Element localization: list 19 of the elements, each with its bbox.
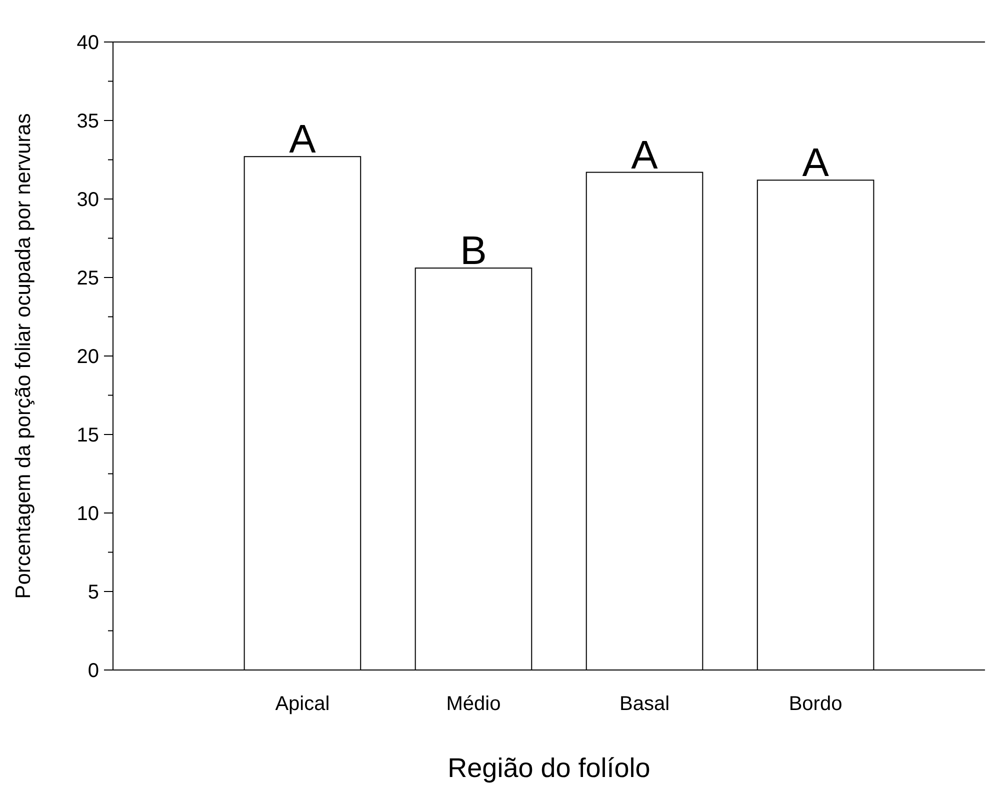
y-tick-label: 40 bbox=[76, 32, 99, 54]
y-tick-label: 20 bbox=[76, 346, 99, 368]
y-tick-label: 0 bbox=[88, 660, 99, 682]
y-tick-label: 10 bbox=[76, 503, 99, 525]
y-tick-label: 35 bbox=[76, 110, 99, 132]
y-tick-label: 30 bbox=[76, 189, 99, 211]
x-axis-title: Região do folíolo bbox=[448, 753, 650, 783]
x-tick-label: Bordo bbox=[788, 693, 842, 715]
annotation: A bbox=[289, 118, 316, 162]
x-tick-label: Basal bbox=[620, 693, 670, 715]
annotation: A bbox=[631, 133, 658, 178]
annotation: B bbox=[460, 229, 487, 274]
y-tick-label: 25 bbox=[76, 268, 99, 290]
x-tick-label: Apical bbox=[275, 693, 330, 715]
y-tick-label: 15 bbox=[76, 424, 99, 446]
annotation: A bbox=[802, 141, 830, 186]
y-tick-label: 5 bbox=[88, 582, 99, 604]
x-tick-label: Médio bbox=[446, 693, 501, 715]
y-axis-title: Porcentagem da porção foliar ocupada por nervuras bbox=[12, 113, 35, 599]
